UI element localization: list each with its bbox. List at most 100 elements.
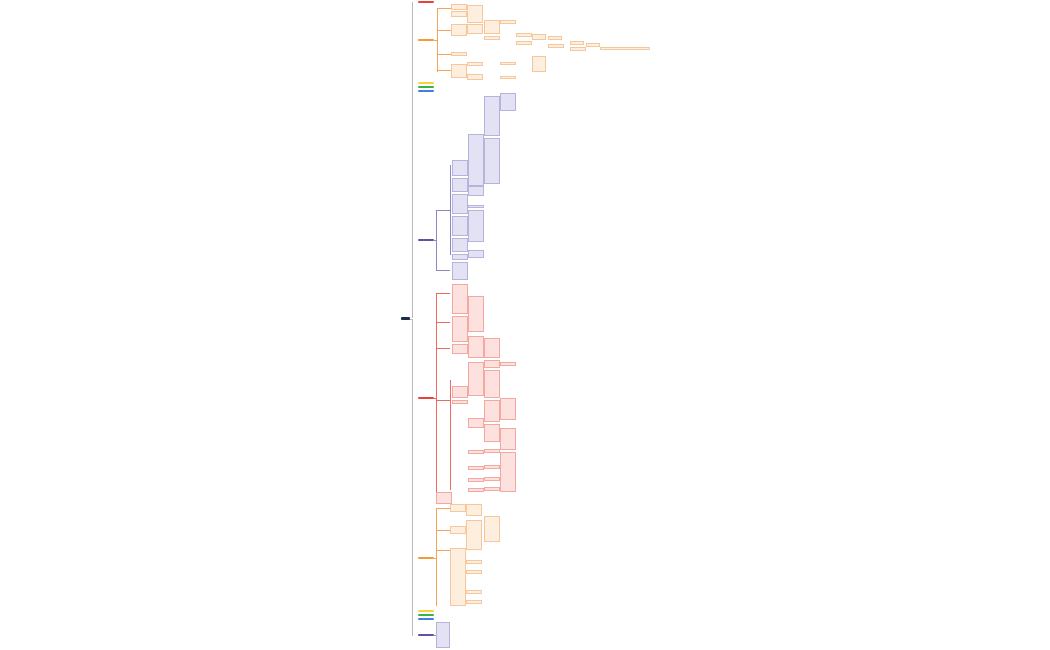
branch-node-9[interactable] bbox=[418, 610, 434, 612]
leaf-node[interactable] bbox=[484, 338, 500, 358]
leaf-node[interactable] bbox=[500, 362, 516, 366]
branch-node-6[interactable] bbox=[418, 239, 434, 241]
branch-node-3[interactable] bbox=[418, 82, 434, 84]
connector bbox=[437, 8, 451, 9]
leaf-node[interactable] bbox=[500, 20, 516, 24]
leaf-node[interactable] bbox=[467, 5, 483, 23]
leaf-node[interactable] bbox=[467, 62, 483, 66]
leaf-node[interactable] bbox=[570, 47, 586, 51]
leaf-node[interactable] bbox=[451, 24, 467, 36]
leaf-node[interactable] bbox=[586, 43, 600, 47]
leaf-node[interactable] bbox=[532, 56, 546, 72]
connector bbox=[434, 40, 437, 41]
leaf-node[interactable] bbox=[452, 254, 468, 260]
leaf-node[interactable] bbox=[451, 64, 467, 78]
branch-node-8[interactable] bbox=[418, 557, 434, 559]
leaf-node[interactable] bbox=[452, 344, 468, 354]
leaf-node[interactable] bbox=[468, 418, 484, 428]
leaf-node[interactable] bbox=[500, 428, 516, 450]
branch-node-2[interactable] bbox=[418, 39, 434, 41]
leaf-node[interactable] bbox=[466, 600, 482, 604]
leaf-node[interactable] bbox=[468, 134, 484, 186]
branch-node-4[interactable] bbox=[418, 86, 434, 88]
branch-node-10[interactable] bbox=[418, 614, 434, 616]
leaf-node[interactable] bbox=[484, 138, 500, 184]
leaf-node[interactable] bbox=[450, 548, 466, 606]
leaf-node[interactable] bbox=[467, 74, 483, 80]
leaf-node[interactable] bbox=[452, 160, 468, 176]
leaf-node[interactable] bbox=[451, 52, 467, 56]
leaf-node[interactable] bbox=[468, 205, 484, 208]
leaf-node[interactable] bbox=[484, 96, 500, 136]
leaf-node[interactable] bbox=[450, 526, 466, 534]
leaf-node[interactable] bbox=[500, 398, 516, 420]
leaf-node[interactable] bbox=[451, 4, 467, 10]
leaf-node[interactable] bbox=[452, 400, 468, 404]
leaf-node[interactable] bbox=[548, 44, 564, 48]
leaf-node[interactable] bbox=[500, 76, 516, 79]
leaf-node[interactable] bbox=[468, 250, 484, 258]
leaf-node[interactable] bbox=[484, 360, 500, 368]
connector bbox=[437, 54, 451, 55]
leaf-node[interactable] bbox=[516, 33, 532, 37]
leaf-node[interactable] bbox=[484, 20, 500, 34]
connector bbox=[436, 508, 437, 606]
branch-node-1[interactable] bbox=[418, 1, 434, 3]
leaf-node[interactable] bbox=[516, 41, 532, 45]
leaf-node[interactable] bbox=[466, 570, 482, 574]
connector bbox=[436, 270, 450, 271]
leaf-node[interactable] bbox=[468, 450, 484, 454]
leaf-node[interactable] bbox=[452, 238, 468, 252]
leaf-node[interactable] bbox=[436, 492, 452, 504]
leaf-node[interactable] bbox=[468, 210, 484, 242]
leaf-node[interactable] bbox=[468, 362, 484, 396]
leaf-node[interactable] bbox=[452, 284, 468, 314]
leaf-node[interactable] bbox=[484, 477, 500, 481]
branch-node-12[interactable] bbox=[418, 634, 434, 636]
leaf-node[interactable] bbox=[466, 504, 482, 516]
leaf-node[interactable] bbox=[452, 194, 468, 214]
leaf-node[interactable] bbox=[500, 62, 516, 65]
leaf-node[interactable] bbox=[484, 370, 500, 398]
leaf-node[interactable] bbox=[484, 400, 500, 422]
leaf-node[interactable] bbox=[468, 336, 484, 358]
leaf-node[interactable] bbox=[467, 24, 483, 34]
leaf-node[interactable] bbox=[484, 424, 500, 442]
leaf-node[interactable] bbox=[484, 36, 500, 40]
leaf-node[interactable] bbox=[452, 316, 468, 342]
leaf-node[interactable] bbox=[484, 465, 500, 469]
connector bbox=[437, 70, 451, 71]
leaf-node[interactable] bbox=[468, 488, 484, 492]
branch-node-5[interactable] bbox=[418, 90, 434, 92]
branch-node-11[interactable] bbox=[418, 618, 434, 620]
leaf-node[interactable] bbox=[484, 516, 500, 542]
leaf-node[interactable] bbox=[468, 466, 484, 470]
leaf-node[interactable] bbox=[468, 478, 484, 482]
leaf-node[interactable] bbox=[468, 186, 484, 196]
leaf-node[interactable] bbox=[466, 590, 482, 594]
connector bbox=[434, 635, 436, 636]
branch-node-7[interactable] bbox=[418, 397, 434, 399]
leaf-node[interactable] bbox=[484, 487, 500, 491]
leaf-node[interactable] bbox=[452, 216, 468, 236]
leaf-node[interactable] bbox=[600, 47, 650, 50]
connector bbox=[434, 558, 436, 559]
root-node[interactable] bbox=[401, 317, 410, 320]
leaf-node[interactable] bbox=[500, 452, 516, 492]
leaf-node[interactable] bbox=[452, 386, 468, 398]
leaf-node[interactable] bbox=[451, 11, 467, 17]
leaf-node[interactable] bbox=[466, 520, 482, 550]
leaf-node[interactable] bbox=[532, 34, 546, 40]
leaf-node[interactable] bbox=[484, 449, 500, 453]
leaf-node[interactable] bbox=[570, 41, 584, 45]
connector bbox=[434, 240, 436, 241]
connector bbox=[450, 380, 451, 490]
leaf-node[interactable] bbox=[452, 262, 468, 280]
leaf-node[interactable] bbox=[468, 296, 484, 332]
leaf-node[interactable] bbox=[452, 178, 468, 192]
leaf-node[interactable] bbox=[500, 93, 516, 111]
leaf-node[interactable] bbox=[548, 36, 562, 40]
leaf-node[interactable] bbox=[450, 504, 466, 512]
leaf-node[interactable] bbox=[466, 560, 482, 564]
leaf-node[interactable] bbox=[436, 622, 450, 648]
